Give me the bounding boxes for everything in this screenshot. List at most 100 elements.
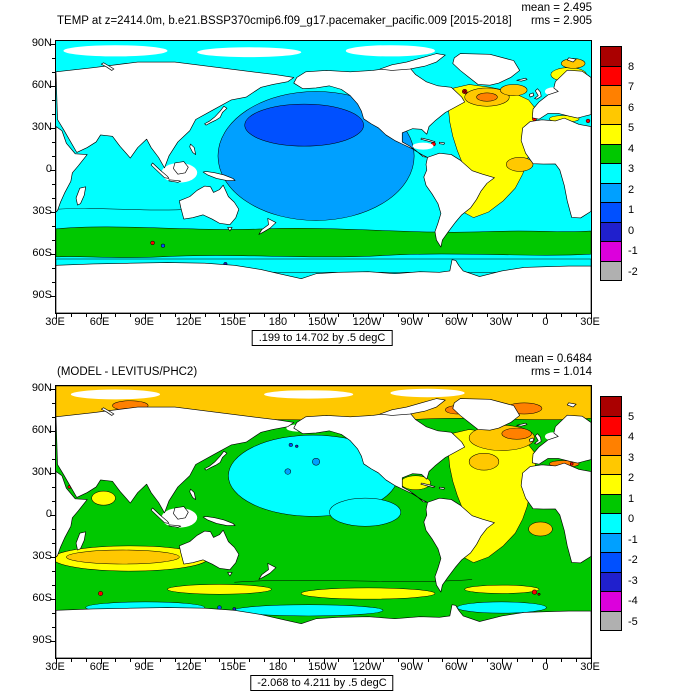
x-tick-mark <box>115 659 117 662</box>
y-tick-mark <box>52 71 55 73</box>
colorbar-tick-label: -5 <box>628 615 638 628</box>
mean-value: mean = 2.495 <box>521 2 592 14</box>
x-tick-mark <box>501 314 503 319</box>
contour-range-note: -2.068 to 4.211 by .5 degC <box>250 675 394 691</box>
x-tick-mark <box>368 659 370 664</box>
colorbar-tick-label: -3 <box>628 574 638 587</box>
x-tick-label: 60E <box>89 316 110 328</box>
x-tick-mark <box>174 314 176 317</box>
y-tick-mark <box>50 514 55 516</box>
x-tick-mark <box>546 314 548 319</box>
x-tick-mark <box>278 659 280 664</box>
y-tick-mark <box>52 268 55 270</box>
x-tick-mark <box>130 659 132 662</box>
colorbar-box <box>600 591 622 612</box>
colorbar-tick-label: 2 <box>628 183 635 196</box>
colorbar-box <box>600 124 622 145</box>
rms-value: rms = 2.905 <box>530 15 592 27</box>
x-axis-ticks <box>56 658 592 664</box>
colorbar-box <box>600 143 622 164</box>
y-tick-mark <box>52 226 55 228</box>
y-tick-mark <box>52 57 55 59</box>
colorbar-tick-label: 3 <box>628 451 635 464</box>
y-tick-mark <box>52 416 55 418</box>
x-tick-mark <box>189 314 191 319</box>
colorbar-box <box>600 396 622 417</box>
colorbar-tick-label: 2 <box>628 472 635 484</box>
y-tick-mark <box>50 641 55 643</box>
x-tick-mark <box>204 659 206 662</box>
colorbar-box <box>600 241 622 262</box>
x-tick-mark <box>115 314 117 317</box>
x-tick-mark <box>264 314 266 317</box>
temperature-map-canvas <box>56 41 591 313</box>
colorbar-tick-label: 0 <box>628 224 635 237</box>
x-tick-mark <box>100 659 102 664</box>
x-tick-mark <box>442 314 444 317</box>
y-tick-label: 90N <box>31 381 52 394</box>
x-tick-label: 150W <box>308 316 337 328</box>
colorbar-tick-label: 5 <box>628 410 635 423</box>
x-tick-mark <box>427 659 429 662</box>
y-tick-label: 90N <box>31 36 52 49</box>
colorbar-box <box>600 571 622 592</box>
x-tick-mark <box>293 659 295 662</box>
x-tick-label: 0 <box>542 316 549 328</box>
x-tick-mark <box>219 314 221 317</box>
x-tick-mark <box>591 659 592 664</box>
x-tick-label: 60W <box>444 316 468 328</box>
x-tick-mark <box>70 659 72 662</box>
colorbar-tick-label: 5 <box>628 122 635 134</box>
x-tick-mark <box>338 659 340 662</box>
colorbar-tick-label: 4 <box>628 142 635 155</box>
x-tick-mark <box>501 659 503 664</box>
x-tick-mark <box>442 659 444 662</box>
x-tick-mark <box>56 314 57 319</box>
x-tick-mark <box>85 659 87 662</box>
colorbar-box <box>600 552 622 573</box>
y-axis-ticks <box>49 41 56 313</box>
x-tick-mark <box>174 659 176 662</box>
difference-map-canvas <box>56 386 591 658</box>
x-tick-mark <box>531 314 533 317</box>
y-tick-mark <box>52 184 55 185</box>
x-tick-mark <box>397 659 399 662</box>
x-tick-mark <box>70 314 72 317</box>
x-tick-mark <box>264 659 266 662</box>
x-axis-ticks <box>56 313 592 319</box>
x-tick-mark <box>100 314 102 319</box>
x-tick-mark <box>368 314 370 319</box>
x-tick-mark <box>323 659 325 664</box>
x-tick-mark <box>234 659 236 664</box>
x-tick-mark <box>234 314 236 319</box>
x-tick-mark <box>130 314 132 317</box>
colorbar-tick-label: 1 <box>628 492 635 505</box>
y-tick-mark <box>52 402 55 404</box>
y-tick-label: 30S <box>32 550 52 563</box>
model-temperature-map-panel: mean = 2.495 rms = 2.905 TEMP at z=2414.… <box>0 0 700 348</box>
y-tick-mark <box>52 155 55 157</box>
colorbar: 8 7 6 5 4 3 2 1 0 -1 -2 <box>600 46 638 292</box>
x-tick-mark <box>472 314 474 317</box>
y-tick-label: 60S <box>32 247 52 260</box>
x-tick-label: 0 <box>542 661 549 673</box>
colorbar-box <box>600 454 622 475</box>
y-tick-mark <box>50 85 55 87</box>
x-tick-label: 30W <box>489 316 513 328</box>
y-tick-label: 30N <box>31 120 52 133</box>
colorbar-box <box>600 182 622 203</box>
x-tick-label: 120W <box>352 316 382 328</box>
x-tick-mark <box>249 314 251 317</box>
colorbar-box <box>600 415 622 436</box>
y-tick-mark <box>50 557 55 559</box>
colorbar-box <box>600 513 622 534</box>
y-tick-mark <box>52 99 55 101</box>
x-tick-mark <box>145 314 147 319</box>
colorbar-tick-label: 8 <box>628 60 635 73</box>
y-tick-mark <box>50 254 55 256</box>
y-tick-mark <box>52 613 55 615</box>
y-tick-label: 60N <box>31 78 52 91</box>
colorbar-tick-label: -1 <box>628 533 638 546</box>
x-tick-mark <box>204 314 206 317</box>
x-tick-label: 90E <box>134 661 154 673</box>
